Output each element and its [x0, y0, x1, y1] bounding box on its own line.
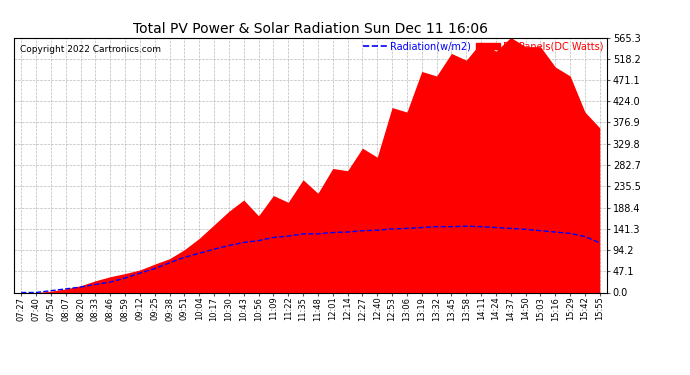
Title: Total PV Power & Solar Radiation Sun Dec 11 16:06: Total PV Power & Solar Radiation Sun Dec… [133, 22, 488, 36]
Text: Copyright 2022 Cartronics.com: Copyright 2022 Cartronics.com [20, 45, 161, 54]
Legend: Radiation(w/m2), PV Panels(DC Watts): Radiation(w/m2), PV Panels(DC Watts) [359, 38, 607, 55]
